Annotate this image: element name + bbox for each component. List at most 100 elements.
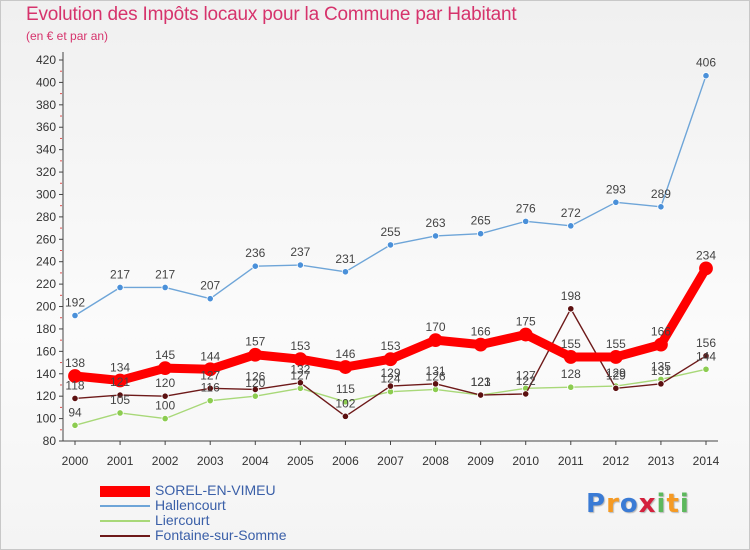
data-label-fontaine-sur-somme: 132 [290,363,310,377]
proxiti-logo: Proxiti [586,489,690,519]
data-label-hallencourt: 263 [426,216,446,230]
x-tick-label: 2012 [603,454,630,468]
series-sorel-en-vimeu [68,261,713,388]
data-label-hallencourt: 265 [471,214,491,228]
data-point-sorel-en-vimeu [428,333,443,348]
data-point-hallencourt [522,217,530,225]
data-label-liercourt: 115 [336,382,355,396]
series-hallencourt [71,72,710,320]
data-point-liercourt [116,409,124,417]
data-label-fontaine-sur-somme: 127 [200,368,220,382]
data-label-sorel-en-vimeu: 157 [245,335,265,349]
x-tick-label: 2005 [287,454,314,468]
logo-letter: P [586,489,607,519]
legend-swatch [100,485,150,497]
data-point-fontaine-sur-somme [116,391,124,399]
data-point-sorel-en-vimeu [518,327,533,342]
x-tick-label: 2014 [693,454,720,468]
data-point-hallencourt [251,262,259,270]
data-label-fontaine-sur-somme: 131 [426,364,446,378]
x-tick-label: 2007 [377,454,404,468]
data-point-sorel-en-vimeu [68,369,82,383]
logo-letter: r [606,489,620,519]
x-tick-label: 2009 [467,454,494,468]
data-label-hallencourt: 406 [696,56,716,70]
data-label-sorel-en-vimeu: 170 [426,320,446,334]
data-point-sorel-en-vimeu [293,352,308,367]
legend-item-sorel-en-vimeu: SOREL-EN-VIMEU [100,483,360,498]
data-label-hallencourt: 237 [290,245,310,259]
data-label-liercourt: 105 [110,393,130,407]
data-point-liercourt [206,397,214,405]
logo-letter: i [679,489,690,519]
chart-subtitle: (en € et par an) [26,29,109,43]
data-point-sorel-en-vimeu [654,337,668,352]
y-tick-label: 300 [36,187,56,201]
data-point-fontaine-sur-somme [341,412,350,420]
y-tick-label: 240 [36,255,56,269]
data-point-sorel-en-vimeu [608,350,623,364]
x-tick-label: 2008 [422,454,449,468]
logo-letter: o [619,489,639,519]
data-point-sorel-en-vimeu [203,362,218,377]
y-tick-label: 380 [36,98,56,112]
data-point-liercourt [71,421,79,429]
data-label-hallencourt: 276 [516,201,536,215]
data-label-sorel-en-vimeu: 153 [290,339,310,353]
data-label-sorel-en-vimeu: 166 [471,325,491,339]
y-tick-label: 80 [43,434,57,448]
data-point-fontaine-sur-somme [71,394,79,403]
legend-label: Fontaine-sur-Somme [155,527,287,543]
data-point-sorel-en-vimeu [563,350,578,364]
data-label-fontaine-sur-somme: 156 [696,336,716,350]
data-point-hallencourt [116,283,124,292]
legend-item-hallencourt: Hallencourt [100,498,360,513]
legend-label: Hallencourt [155,497,226,513]
data-point-hallencourt [296,261,304,269]
data-point-fontaine-sur-somme [567,305,575,313]
x-tick-label: 2003 [197,454,224,468]
data-label-liercourt: 116 [201,381,220,395]
y-tick-label: 320 [36,165,56,179]
data-label-fontaine-sur-somme: 118 [65,378,84,392]
data-label-liercourt: 127 [516,368,536,382]
y-tick-label: 340 [36,143,56,157]
data-point-fontaine-sur-somme [296,379,304,387]
data-label-sorel-en-vimeu: 144 [200,349,220,363]
data-label-fontaine-sur-somme: 126 [245,369,265,383]
data-label-hallencourt: 272 [561,206,581,220]
data-label-liercourt: 100 [155,399,175,413]
logo-letter: t [666,489,680,519]
legend-label: Liercourt [155,512,210,528]
x-tick-label: 2006 [332,454,359,468]
data-point-fontaine-sur-somme [477,391,485,399]
data-point-sorel-en-vimeu [338,360,353,374]
data-point-hallencourt [386,241,395,249]
x-tick-label: 2000 [62,454,89,468]
data-label-liercourt: 127 [290,368,310,382]
data-label-sorel-en-vimeu: 138 [65,356,85,370]
data-label-fontaine-sur-somme: 129 [606,368,626,382]
data-point-liercourt [251,392,259,400]
legend-item-fontaine-sur-somme: Fontaine-sur-Somme [100,528,360,543]
data-label-hallencourt: 217 [155,267,175,281]
data-label-fontaine-sur-somme: 102 [335,396,355,410]
data-point-liercourt [567,383,575,391]
legend-label: SOREL-EN-VIMEU [155,482,276,498]
data-label-sorel-en-vimeu: 175 [516,315,536,329]
data-label-liercourt: 120 [245,376,265,390]
data-label-fontaine-sur-somme: 120 [155,376,175,390]
data-label-fontaine-sur-somme: 131 [651,364,671,378]
data-point-fontaine-sur-somme [386,382,395,390]
data-label-liercourt: 129 [606,366,626,380]
y-tick-label: 400 [36,75,56,89]
data-label-hallencourt: 255 [380,225,400,239]
data-point-fontaine-sur-somme [522,390,530,398]
data-point-hallencourt [161,283,169,292]
logo-letter: i [656,489,667,519]
data-label-sorel-en-vimeu: 234 [696,248,716,262]
data-label-hallencourt: 231 [335,252,355,266]
y-tick-label: 140 [36,367,56,381]
data-label-sorel-en-vimeu: 146 [335,347,355,361]
